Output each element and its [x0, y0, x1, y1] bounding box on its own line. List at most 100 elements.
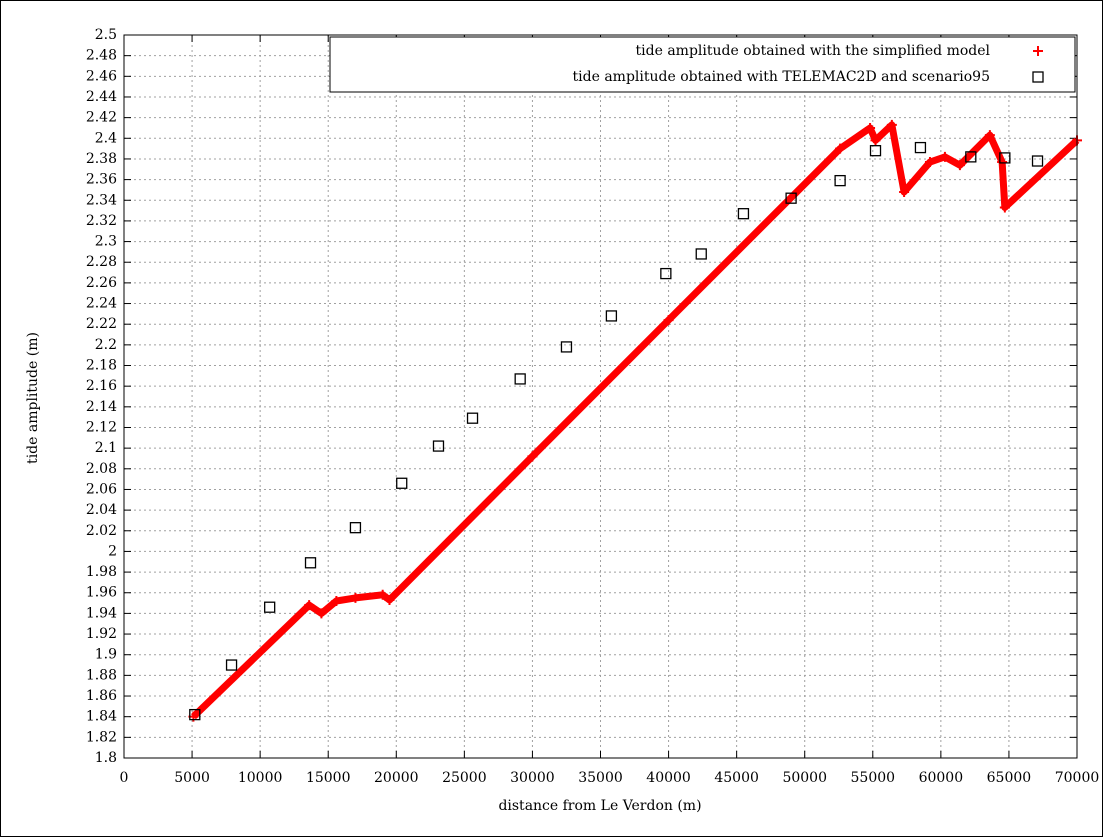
marker — [349, 522, 362, 534]
y-tick-label: 2.04 — [86, 502, 117, 518]
marker — [835, 143, 846, 154]
marker — [737, 208, 750, 220]
y-tick-label: 1.96 — [86, 585, 117, 601]
marker — [870, 135, 881, 146]
y-tick-label: 2.44 — [86, 89, 117, 105]
y-axis-label: tide amplitude (m) — [25, 332, 41, 464]
x-tick-label: 0 — [120, 770, 129, 786]
x-tick-label: 25000 — [442, 770, 487, 786]
marker — [466, 412, 479, 424]
marker — [695, 248, 707, 260]
y-tick-label: 2.14 — [86, 399, 117, 415]
marker — [527, 451, 538, 462]
y-tick-label: 2.06 — [86, 481, 117, 497]
marker — [999, 152, 1011, 164]
y-tick-label: 2.34 — [86, 192, 117, 208]
marker — [984, 130, 995, 141]
y-tick-label: 2.38 — [86, 151, 117, 167]
y-tick-label: 2.48 — [86, 48, 117, 64]
y-tick-label: 2.1 — [95, 440, 117, 456]
marker — [663, 315, 674, 326]
x-tick-label: 70000 — [1055, 770, 1100, 786]
marker — [1031, 155, 1044, 167]
marker — [331, 596, 342, 607]
y-tick-label: 2.18 — [86, 358, 117, 374]
marker — [264, 601, 276, 613]
x-tick-label: 5000 — [174, 770, 210, 786]
y-tick-label: 2.46 — [86, 68, 117, 84]
series — [189, 141, 1044, 721]
y-tick-label: 1.84 — [86, 709, 117, 725]
x-tick-label: 45000 — [714, 770, 759, 786]
marker — [350, 592, 361, 603]
marker — [965, 151, 977, 163]
marker — [785, 192, 797, 204]
legend-marker — [1033, 46, 1043, 56]
y-tick-label: 2.24 — [86, 296, 117, 312]
marker — [914, 141, 927, 154]
marker — [189, 708, 201, 721]
marker — [432, 440, 445, 452]
marker — [304, 600, 315, 611]
marker — [396, 477, 408, 489]
x-tick-label: 15000 — [306, 770, 351, 786]
y-tick-label: 2 — [108, 543, 117, 559]
x-tick-label: 30000 — [510, 770, 555, 786]
y-tick-label: 1.86 — [86, 688, 117, 704]
y-tick-label: 1.8 — [95, 750, 117, 766]
legend-label: tide amplitude obtained with TELEMAC2D a… — [573, 69, 990, 85]
y-tick-label: 1.82 — [86, 729, 117, 745]
marker — [304, 557, 317, 569]
marker — [997, 157, 1008, 168]
marker — [384, 594, 395, 605]
marker — [605, 310, 618, 322]
y-tick-label: 1.88 — [86, 667, 117, 683]
marker — [869, 145, 882, 157]
marker — [954, 160, 965, 171]
marker — [865, 122, 876, 133]
x-tick-label: 60000 — [919, 770, 964, 786]
marker — [899, 186, 910, 197]
marker — [514, 373, 526, 385]
y-tick-label: 2.08 — [86, 461, 117, 477]
y-tick-label: 2.28 — [86, 254, 117, 270]
y-tick-label: 2.22 — [86, 316, 117, 332]
legend-label: tide amplitude obtained with the simplif… — [636, 43, 991, 59]
x-tick-label: 20000 — [374, 770, 419, 786]
y-tick-label: 2.2 — [95, 337, 117, 353]
marker — [886, 119, 897, 130]
x-tick-label: 65000 — [987, 770, 1032, 786]
marker — [377, 589, 388, 600]
y-tick-label: 1.9 — [95, 647, 117, 663]
marker — [924, 157, 935, 168]
legend-box — [329, 36, 1076, 93]
series — [188, 119, 1082, 722]
marker — [939, 151, 950, 162]
y-tick-label: 2.4 — [95, 130, 117, 146]
marker — [834, 174, 846, 187]
x-tick-label: 55000 — [851, 770, 896, 786]
x-tick-label: 50000 — [782, 770, 827, 786]
y-tick-label: 2.5 — [95, 27, 117, 43]
y-tick-label: 2.42 — [86, 110, 117, 126]
marker — [316, 608, 327, 619]
y-tick-label: 1.92 — [86, 626, 117, 642]
marker — [999, 202, 1010, 213]
x-axis-label: distance from Le Verdon (m) — [498, 798, 701, 814]
y-tick-label: 2.02 — [86, 523, 117, 539]
y-tick-label: 2.3 — [95, 234, 117, 250]
y-tick-label: 2.32 — [86, 213, 117, 229]
y-tick-label: 1.94 — [86, 605, 117, 621]
x-tick-label: 40000 — [646, 770, 691, 786]
y-tick-label: 2.12 — [86, 419, 117, 435]
y-tick-label: 2.36 — [86, 172, 117, 188]
marker — [660, 267, 672, 280]
y-tick-label: 2.26 — [86, 275, 117, 291]
legend-marker — [1032, 71, 1044, 83]
x-tick-label: 10000 — [238, 770, 283, 786]
marker — [560, 341, 573, 353]
plot-border — [123, 34, 1078, 759]
x-tick-label: 35000 — [578, 770, 623, 786]
